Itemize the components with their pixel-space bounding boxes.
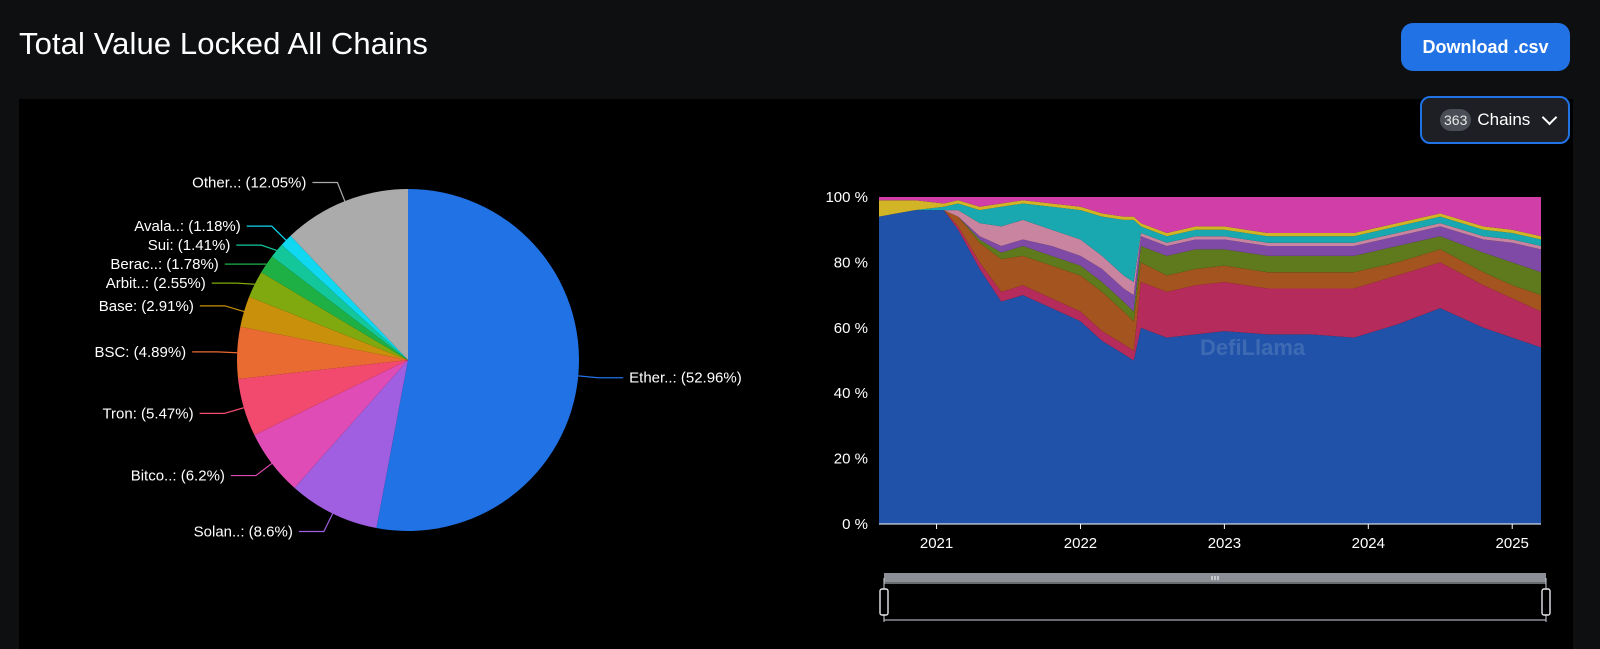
y-tick-label: 0 % — [842, 516, 868, 533]
y-tick-label: 40 % — [834, 385, 868, 402]
download-csv-button[interactable]: Download .csv — [1401, 23, 1570, 71]
zoom-handle[interactable] — [879, 588, 889, 616]
pie-label: Tron: (5.47%) — [102, 405, 193, 422]
y-tick-label: 20 % — [834, 451, 868, 468]
pie-leader-line — [578, 375, 624, 379]
pie-leader-line — [236, 244, 277, 252]
pie-slice — [237, 326, 408, 379]
pie-label: Berac..: (1.78%) — [110, 256, 218, 273]
pie-leader-line — [192, 351, 238, 354]
pie-label: Sui: (1.41%) — [148, 237, 231, 254]
area-series — [879, 210, 1541, 524]
pie-slice — [261, 256, 408, 360]
x-tick-label: 2024 — [1352, 535, 1385, 552]
x-tick-label: 2025 — [1496, 535, 1529, 552]
page-title: Total Value Locked All Chains — [19, 26, 429, 61]
pie-leader-line — [199, 305, 245, 313]
pie-leader-line — [312, 181, 346, 202]
pie-slice — [254, 360, 408, 488]
pie-slice — [290, 189, 408, 360]
pie-slice — [294, 360, 408, 529]
area-series — [879, 210, 1541, 296]
x-tick-label: 2023 — [1208, 535, 1241, 552]
y-tick-label: 60 % — [834, 320, 868, 337]
pie-label: Ether..: (52.96%) — [629, 370, 742, 387]
area-series — [879, 203, 1541, 283]
pie-label: Other..: (12.05%) — [192, 175, 306, 192]
y-tick-label: 100 % — [825, 189, 868, 206]
area-series — [879, 210, 1541, 351]
pie-slice — [240, 296, 408, 360]
pie-slice — [281, 235, 408, 360]
pie-leader-line — [211, 282, 255, 285]
chains-count-badge: 363 — [1440, 109, 1472, 131]
x-tick-label: 2021 — [920, 535, 953, 552]
pie-label: Bitco..: (6.2%) — [131, 468, 225, 485]
zoom-handle[interactable] — [1541, 588, 1551, 616]
y-tick-label: 80 % — [834, 254, 868, 271]
chains-dropdown[interactable]: 363 Chains — [1420, 96, 1570, 144]
area-series — [879, 200, 1541, 240]
pie-leader-line — [246, 225, 287, 241]
pie-leader-line — [298, 513, 334, 533]
pie-label: Avala..: (1.18%) — [134, 218, 240, 235]
pie-leader-line — [230, 462, 273, 477]
area-series — [879, 197, 1541, 237]
pie-label: Arbit..: (2.55%) — [106, 275, 206, 292]
pie-label: Solan..: (8.6%) — [194, 523, 293, 540]
pie-label: BSC: (4.89%) — [94, 344, 186, 361]
chains-label: Chains — [1477, 110, 1531, 129]
pie-slice — [376, 189, 579, 531]
watermark-text: DefiLlama — [1200, 335, 1306, 360]
area-series — [879, 210, 1541, 361]
pie-slice — [238, 360, 408, 436]
pie-label: Base: (2.91%) — [99, 298, 194, 315]
zoom-slider-track[interactable] — [883, 582, 1547, 621]
pie-leader-line — [199, 407, 244, 414]
area-series — [879, 210, 1541, 322]
pie-slice — [271, 244, 408, 360]
x-tick-label: 2022 — [1064, 535, 1097, 552]
pie-chart: Ether..: (52.96%) Other..: (12.05%) Avala.… — [94, 175, 742, 541]
pie-slice — [249, 272, 408, 360]
